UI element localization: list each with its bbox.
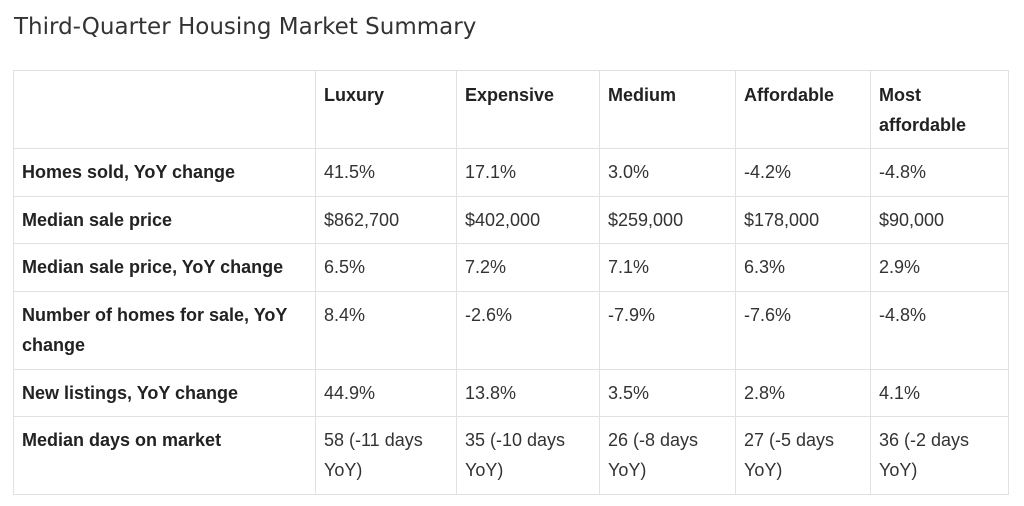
table-cell: 44.9%	[315, 369, 457, 417]
table-cell: 2.8%	[735, 369, 871, 417]
page-title: Third-Quarter Housing Market Summary	[14, 14, 477, 40]
row-label: Median days on market	[13, 416, 316, 495]
housing-summary-table: Luxury Expensive Medium Affordable Most …	[13, 70, 1009, 495]
table-cell: 13.8%	[456, 369, 600, 417]
table-cell: 7.1%	[599, 243, 736, 292]
column-header-most-affordable: Most affordable	[870, 70, 1009, 149]
table-cell: 6.5%	[315, 243, 457, 292]
table-cell: 2.9%	[870, 243, 1009, 292]
table-cell: 17.1%	[456, 148, 600, 197]
table-cell: 3.0%	[599, 148, 736, 197]
table-cell: -7.9%	[599, 291, 736, 370]
column-header-medium: Medium	[599, 70, 736, 149]
table-cell: 8.4%	[315, 291, 457, 370]
table-cell: -7.6%	[735, 291, 871, 370]
column-header-luxury: Luxury	[315, 70, 457, 149]
table-cell: $178,000	[735, 196, 871, 244]
row-label: Median sale price, YoY change	[13, 243, 316, 292]
table-cell: 35 (-10 days YoY)	[456, 416, 600, 495]
table-cell: $259,000	[599, 196, 736, 244]
table-cell: -4.2%	[735, 148, 871, 197]
table-cell: 36 (-2 days YoY)	[870, 416, 1009, 495]
table-cell: 27 (-5 days YoY)	[735, 416, 871, 495]
column-header-blank	[13, 70, 316, 149]
table-cell: 3.5%	[599, 369, 736, 417]
table-cell: -4.8%	[870, 148, 1009, 197]
row-label: New listings, YoY change	[13, 369, 316, 417]
table-cell: 4.1%	[870, 369, 1009, 417]
row-label: Homes sold, YoY change	[13, 148, 316, 197]
table-cell: -2.6%	[456, 291, 600, 370]
row-label: Number of homes for sale, YoY change	[13, 291, 316, 370]
table-row: Median sale price, YoY change 6.5% 7.2% …	[13, 243, 1009, 292]
table-cell: 7.2%	[456, 243, 600, 292]
table-row: Number of homes for sale, YoY change 8.4…	[13, 291, 1009, 370]
table-cell: -4.8%	[870, 291, 1009, 370]
table-cell: $862,700	[315, 196, 457, 244]
table-cell: $402,000	[456, 196, 600, 244]
table-cell: $90,000	[870, 196, 1009, 244]
row-label: Median sale price	[13, 196, 316, 244]
table-cell: 26 (-8 days YoY)	[599, 416, 736, 495]
column-header-affordable: Affordable	[735, 70, 871, 149]
table-cell: 6.3%	[735, 243, 871, 292]
table-row: New listings, YoY change 44.9% 13.8% 3.5…	[13, 369, 1009, 417]
table-row: Homes sold, YoY change 41.5% 17.1% 3.0% …	[13, 148, 1009, 197]
table-row: Median sale price $862,700 $402,000 $259…	[13, 196, 1009, 244]
column-header-expensive: Expensive	[456, 70, 600, 149]
table-cell: 41.5%	[315, 148, 457, 197]
table-row: Median days on market 58 (-11 days YoY) …	[13, 416, 1009, 495]
table-cell: 58 (-11 days YoY)	[315, 416, 457, 495]
table-header-row: Luxury Expensive Medium Affordable Most …	[13, 70, 1009, 149]
